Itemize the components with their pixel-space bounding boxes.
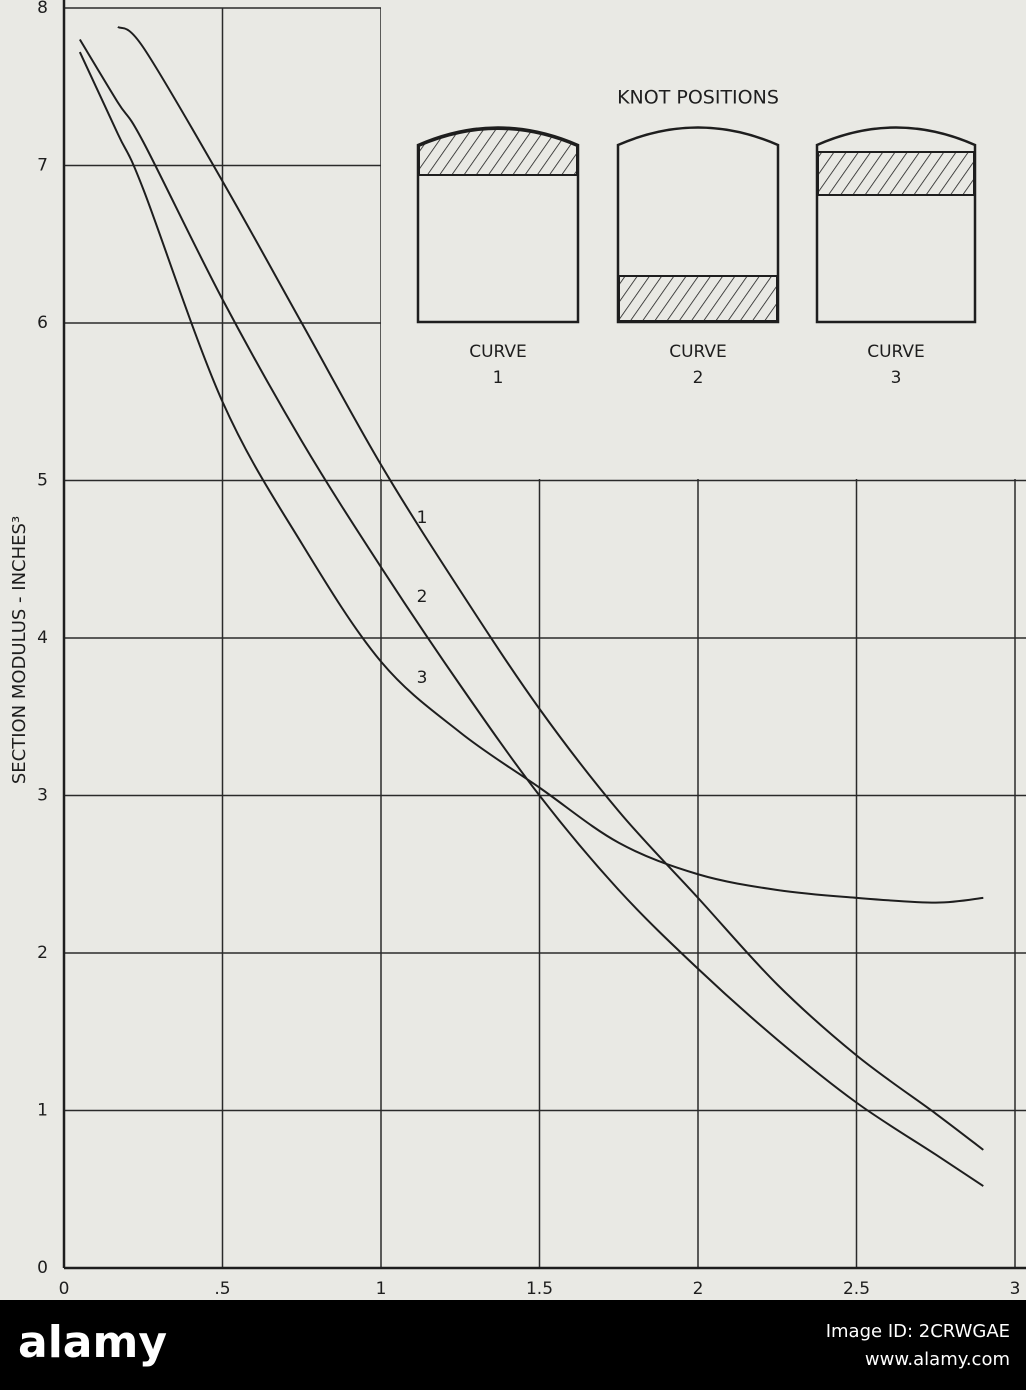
inset: KNOT POSITIONS CURVE CURVE CURVE 1 2 3 xyxy=(416,87,977,388)
y-tick-label: 1 xyxy=(37,1101,48,1121)
watermark-id: Image ID: 2CRWGAE xyxy=(826,1321,1010,1342)
cross-section xyxy=(616,126,780,324)
knot-area xyxy=(618,275,778,322)
plot: 1 2 3 xyxy=(78,26,984,1187)
knot-area xyxy=(817,151,975,196)
x-tick-label: 1.5 xyxy=(526,1279,553,1299)
y-axis-label: SECTION MODULUS - INCHES³ xyxy=(9,516,30,784)
y-tick-label: 7 xyxy=(37,156,48,176)
x-tick-label: 2 xyxy=(693,1279,704,1299)
curve-label: 2 xyxy=(417,587,428,607)
y-tick-label: 6 xyxy=(37,313,48,333)
inset-curve-number: 2 xyxy=(693,368,704,388)
watermark-url: www.alamy.com xyxy=(865,1349,1010,1370)
watermark-logo: alamy xyxy=(18,1317,167,1368)
x-tick-label: 1 xyxy=(376,1279,387,1299)
grid xyxy=(62,0,1026,1270)
inset-caption: CURVE xyxy=(669,342,727,362)
curve xyxy=(78,51,984,904)
inset-curve-number: 1 xyxy=(493,368,504,388)
curve xyxy=(78,38,984,1187)
y-tick-label: 2 xyxy=(37,943,48,963)
x-tick-label: 2.5 xyxy=(843,1279,870,1299)
y-tick-label: 0 xyxy=(37,1258,48,1278)
y-tick-label: 3 xyxy=(37,786,48,806)
watermark-bar xyxy=(0,1300,1026,1390)
inset-title: KNOT POSITIONS xyxy=(617,87,779,109)
y-tick-label: 5 xyxy=(37,471,48,491)
curve-label: 1 xyxy=(417,508,428,528)
inset-curve-number: 3 xyxy=(891,368,902,388)
knot-area xyxy=(418,128,578,176)
inset-caption: CURVE xyxy=(469,342,527,362)
y-tick-label: 4 xyxy=(37,628,48,648)
x-tick-label: 0 xyxy=(59,1279,70,1299)
x-tick-label: .5 xyxy=(214,1279,230,1299)
x-tick-label: 3 xyxy=(1010,1279,1021,1299)
curve xyxy=(117,26,984,1151)
y-tick-label: 8 xyxy=(37,0,48,18)
inset-caption: CURVE xyxy=(867,342,925,362)
cross-section xyxy=(416,126,580,324)
curve-label: 3 xyxy=(417,668,428,688)
